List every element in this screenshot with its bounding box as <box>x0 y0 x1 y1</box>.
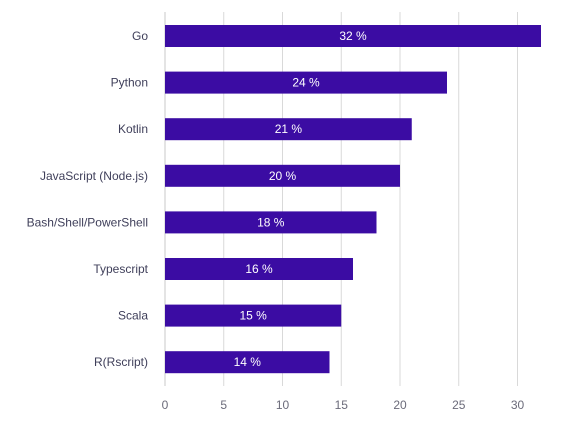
x-tick-label: 0 <box>162 398 169 412</box>
bar <box>165 304 342 327</box>
data-label: 18 % <box>257 215 285 229</box>
value-labels-layer: 32 % 24 % 21 % 20 % 18 % 16 % 15 % 14 % <box>234 29 367 369</box>
data-label: 16 % <box>245 262 273 276</box>
category-label: Kotlin <box>118 122 148 136</box>
category-labels-layer: Go Python Kotlin JavaScript (Node.js) Bash/S… <box>27 29 149 369</box>
category-label: JavaScript (Node.js) <box>40 169 148 183</box>
category-label: Python <box>111 76 148 90</box>
bar <box>165 25 541 47</box>
data-label: 20 % <box>269 169 297 183</box>
bar <box>165 351 330 374</box>
x-tick-label: 30 <box>511 398 525 412</box>
bar <box>165 164 400 187</box>
category-label: Go <box>132 29 148 43</box>
bar <box>165 71 447 94</box>
grid-layer <box>164 12 518 386</box>
data-label: 15 % <box>239 309 267 323</box>
bar <box>165 118 412 141</box>
category-label: Typescript <box>93 262 148 276</box>
x-tick-label: 5 <box>220 398 227 412</box>
bar <box>165 211 377 234</box>
category-label: R(Rscript) <box>94 355 148 369</box>
bars-layer <box>165 25 541 374</box>
bar <box>165 258 353 280</box>
data-label: 24 % <box>292 76 320 90</box>
x-tick-label: 20 <box>393 398 407 412</box>
x-tick-label: 10 <box>276 398 290 412</box>
x-tick-label: 25 <box>452 398 466 412</box>
category-label: Scala <box>118 309 148 323</box>
data-label: 32 % <box>339 29 367 43</box>
data-label: 14 % <box>234 355 262 369</box>
data-label: 21 % <box>275 122 303 136</box>
x-axis-ticks: 0 5 10 15 20 25 30 <box>162 398 525 412</box>
category-label: Bash/Shell/PowerShell <box>27 215 148 229</box>
x-tick-label: 15 <box>335 398 349 412</box>
